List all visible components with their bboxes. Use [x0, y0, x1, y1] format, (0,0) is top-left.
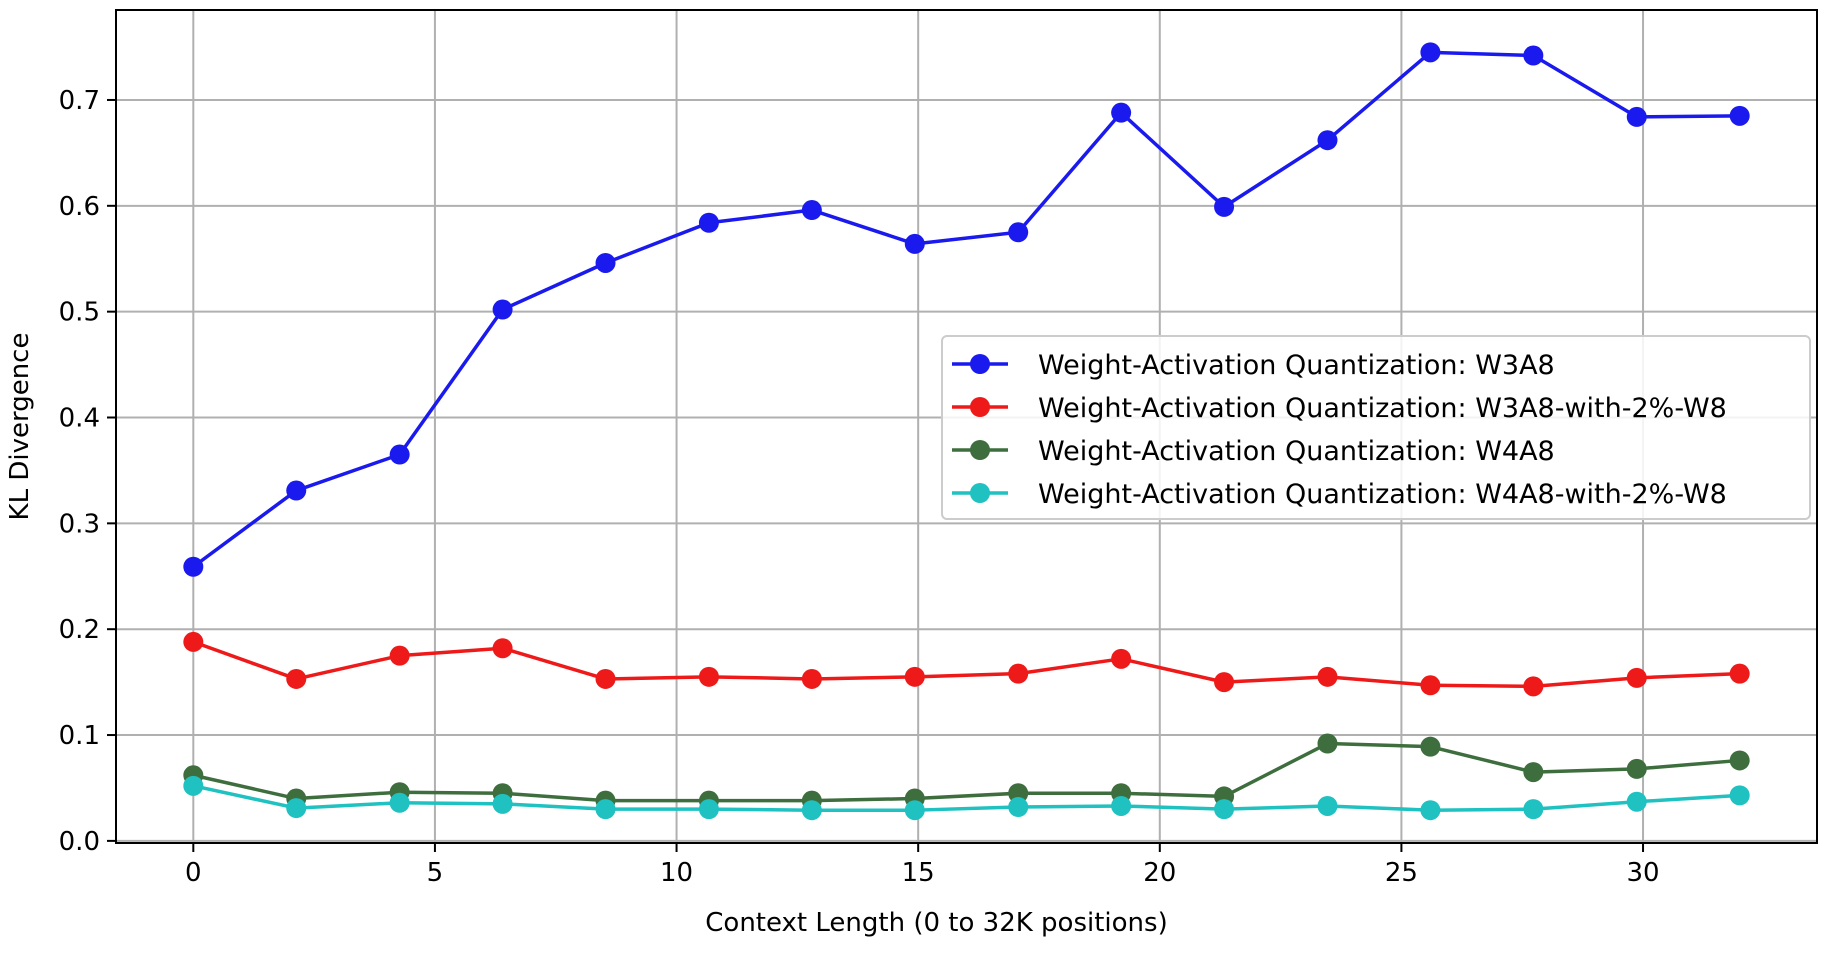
series-line	[192, 741, 1740, 803]
data-point	[904, 233, 925, 254]
data-point	[595, 668, 616, 689]
x-axis-label: Context Length (0 to 32K positions)	[705, 908, 1167, 938]
data-point	[1626, 106, 1647, 127]
x-tick-label: 0	[185, 858, 202, 888]
data-point	[1008, 663, 1029, 684]
data-point	[1008, 783, 1029, 804]
series-1	[183, 42, 1750, 577]
data-point	[1729, 105, 1750, 126]
data-point	[1729, 785, 1750, 806]
data-point	[1729, 750, 1750, 771]
data-point	[904, 666, 925, 687]
series-line	[192, 784, 1740, 812]
x-tick-label: 15	[902, 858, 935, 888]
series-layer	[183, 42, 1750, 821]
data-point	[389, 645, 410, 666]
data-point	[1317, 666, 1338, 687]
data-point	[286, 798, 307, 819]
data-point	[1317, 795, 1338, 816]
data-point	[1214, 799, 1235, 820]
data-point	[1111, 795, 1132, 816]
data-point	[492, 638, 513, 659]
series-line	[192, 640, 1740, 689]
legend-marker	[970, 354, 990, 374]
series-4	[183, 775, 1750, 821]
x-tick-label: 20	[1143, 858, 1176, 888]
data-point	[595, 799, 616, 820]
legend-box	[941, 335, 1811, 520]
data-point	[389, 444, 410, 465]
data-point	[1111, 648, 1132, 669]
axis-ticks: 0 5 10 15 20 25 30 0.0 0.1 0.2 0.3 0.4 0.5 0.6 0.7	[59, 86, 1660, 888]
data-point	[1214, 672, 1235, 693]
x-tick-label: 30	[1626, 858, 1659, 888]
data-point	[801, 200, 822, 221]
data-point	[595, 252, 616, 273]
data-point	[1317, 130, 1338, 151]
data-point	[1420, 675, 1441, 696]
y-tick-label: 0.3	[59, 509, 100, 539]
data-point	[1214, 196, 1235, 217]
data-point	[183, 631, 204, 652]
data-point	[1420, 736, 1441, 757]
data-point	[286, 668, 307, 689]
y-axis-label: KL Divergence	[5, 333, 35, 521]
data-point	[1523, 45, 1544, 66]
data-point	[1420, 800, 1441, 821]
data-point	[801, 800, 822, 821]
data-point	[1111, 102, 1132, 123]
data-point	[1008, 222, 1029, 243]
plot-frame	[115, 9, 1818, 844]
legend-label: Weight-Activation Quantization: W4A8-wit…	[1038, 479, 1727, 510]
data-point	[183, 775, 204, 796]
y-tick-label: 0.1	[59, 721, 100, 751]
data-point	[1523, 762, 1544, 783]
y-tick-label: 0.6	[59, 192, 100, 222]
data-point	[389, 792, 410, 813]
x-tick-label: 10	[660, 858, 693, 888]
legend-item: Weight-Activation Quantization: W3A8-wit…	[952, 393, 1727, 424]
data-point	[286, 480, 307, 501]
data-point	[1729, 663, 1750, 684]
x-tick-label: 5	[427, 858, 444, 888]
data-point	[1317, 733, 1338, 754]
legend-item: Weight-Activation Quantization: W4A8	[952, 436, 1555, 467]
y-tick-label: 0.0	[59, 827, 100, 857]
data-point	[698, 666, 719, 687]
data-point	[492, 299, 513, 320]
data-point	[1523, 676, 1544, 697]
data-point	[904, 800, 925, 821]
legend-item: Weight-Activation Quantization: W4A8-wit…	[952, 479, 1727, 510]
data-point	[698, 212, 719, 233]
data-point	[1626, 667, 1647, 688]
data-point	[183, 556, 204, 577]
legend: Weight-Activation Quantization: W3A8 Weig…	[941, 335, 1811, 520]
series-line	[192, 50, 1740, 569]
legend-marker	[970, 483, 990, 503]
y-tick-label: 0.4	[59, 404, 100, 434]
data-point	[1626, 758, 1647, 779]
data-point	[698, 799, 719, 820]
data-point	[1523, 799, 1544, 820]
legend-label: Weight-Activation Quantization: W4A8	[1038, 436, 1555, 467]
data-point	[1420, 42, 1441, 63]
series-2	[183, 631, 1750, 697]
data-point	[1008, 797, 1029, 818]
data-point	[492, 793, 513, 814]
legend-marker	[970, 397, 990, 417]
legend-marker	[970, 440, 990, 460]
y-tick-label: 0.2	[59, 615, 100, 645]
legend-item: Weight-Activation Quantization: W3A8	[952, 350, 1555, 381]
x-tick-label: 25	[1385, 858, 1418, 888]
y-tick-label: 0.7	[59, 86, 100, 116]
data-point	[801, 668, 822, 689]
series-3	[183, 733, 1750, 811]
data-point	[1626, 791, 1647, 812]
legend-label: Weight-Activation Quantization: W3A8	[1038, 350, 1555, 381]
y-tick-label: 0.5	[59, 298, 100, 328]
legend-label: Weight-Activation Quantization: W3A8-wit…	[1038, 393, 1727, 424]
